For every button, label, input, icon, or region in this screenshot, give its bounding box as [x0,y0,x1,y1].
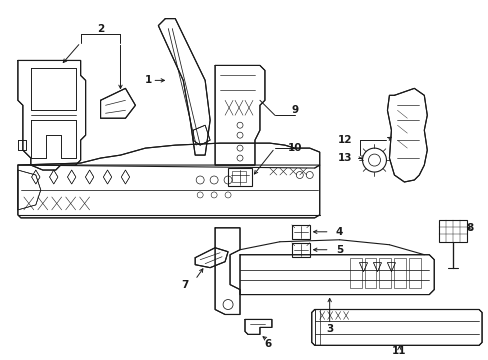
Bar [227,168,251,186]
Text: 2: 2 [97,24,104,33]
Bar [232,171,245,182]
Bar [349,258,361,288]
Bar [379,258,390,288]
Text: 6: 6 [264,339,271,349]
Text: 4: 4 [335,227,343,237]
Bar [291,225,309,239]
Bar [408,258,421,288]
Text: 7: 7 [181,280,188,289]
Text: 13: 13 [337,153,351,163]
Bar [291,243,309,257]
Text: 3: 3 [325,324,333,334]
Text: 10: 10 [287,143,302,153]
Text: 5: 5 [335,245,343,255]
Text: 1: 1 [144,75,152,85]
Text: 8: 8 [466,223,473,233]
Text: 12: 12 [337,135,351,145]
Bar [364,258,376,288]
Bar [394,258,406,288]
Bar [438,220,466,242]
Text: 11: 11 [391,346,406,356]
Text: 9: 9 [291,105,298,115]
